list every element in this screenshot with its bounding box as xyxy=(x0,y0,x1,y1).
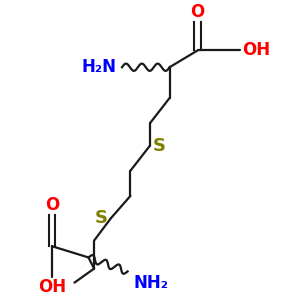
Text: OH: OH xyxy=(242,41,270,59)
Text: NH₂: NH₂ xyxy=(133,274,168,292)
Text: OH: OH xyxy=(38,278,66,296)
Text: O: O xyxy=(190,3,205,21)
Text: S: S xyxy=(95,209,108,227)
Text: H₂N: H₂N xyxy=(81,58,116,76)
Text: S: S xyxy=(153,136,166,154)
Text: O: O xyxy=(45,196,59,214)
